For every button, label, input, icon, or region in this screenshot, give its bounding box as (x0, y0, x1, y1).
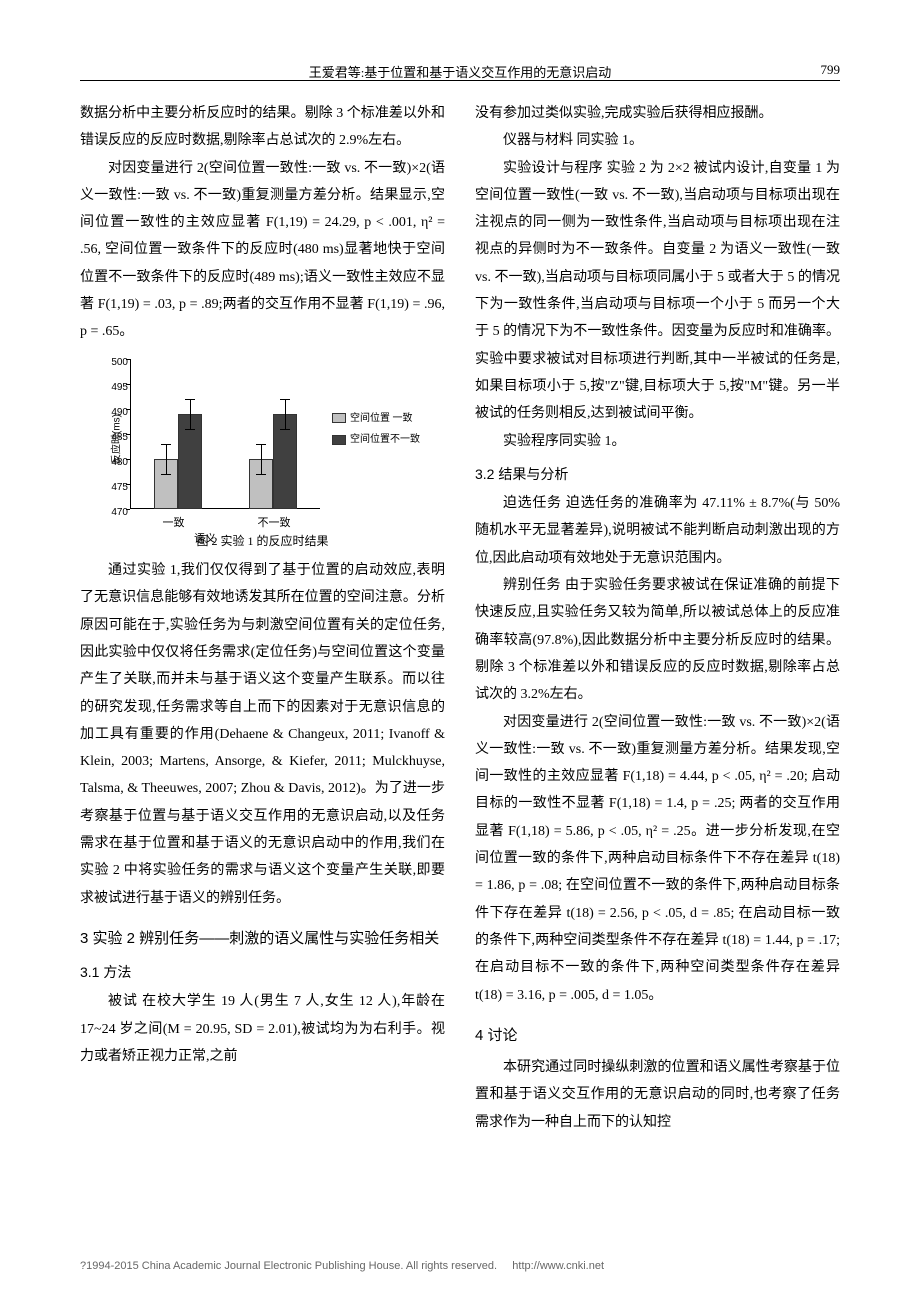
para: 实验设计与程序 实验 2 为 2×2 被试内设计,自变量 1 为空间位置一致性(… (475, 155, 840, 428)
footer-url: http://www.cnki.net (512, 1260, 604, 1272)
para: 迫选任务 迫选任务的准确率为 47.11% ± 8.7%(与 50%随机水平无显… (475, 490, 840, 572)
para: 仪器与材料 同实验 1。 (475, 127, 840, 154)
section-heading-4: 4 讨论 (475, 1021, 840, 1050)
para: 通过实验 1,我们仅仅得到了基于位置的启动效应,表明了无意识信息能够有效地诱发其… (80, 557, 445, 912)
footer: ?1994-2015 China Academic Journal Electr… (80, 1260, 840, 1272)
section-heading-3: 3 实验 2 辨别任务——刺激的语义属性与实验任务相关 (80, 924, 445, 953)
para: 没有参加过类似实验,完成实验后获得相应报酬。 (475, 100, 840, 127)
copyright-text: ?1994-2015 China Academic Journal Electr… (80, 1260, 497, 1272)
para: 被试 在校大学生 19 人(男生 7 人,女生 12 人),年龄在 17~24 … (80, 988, 445, 1070)
para: 数据分析中主要分析反应时的结果。剔除 3 个标准差以外和错误反应的反应时数据,剔… (80, 100, 445, 155)
subsection-heading-3-1: 3.1 方法 (80, 959, 445, 986)
left-column: 数据分析中主要分析反应时的结果。剔除 3 个标准差以外和错误反应的反应时数据,剔… (80, 100, 445, 1242)
para: 实验程序同实验 1。 (475, 428, 840, 455)
para: 对因变量进行 2(空间位置一致性:一致 vs. 不一致)×2(语义一致性:一致 … (475, 709, 840, 1009)
content-columns: 数据分析中主要分析反应时的结果。剔除 3 个标准差以外和错误反应的反应时数据,剔… (80, 100, 840, 1242)
running-header: 王爱君等:基于位置和基于语义交互作用的无意识启动 (0, 62, 920, 81)
para: 辨别任务 由于实验任务要求被试在保证准确的前提下快速反应,且实验任务又较为简单,… (475, 572, 840, 708)
subsection-heading-3-2: 3.2 结果与分析 (475, 461, 840, 488)
figure-2: 反应时(ms) 470475480485490495500一致不一致语义空间位置… (80, 354, 445, 553)
page-number: 799 (821, 62, 841, 78)
bar-chart: 反应时(ms) 470475480485490495500一致不一致语义空间位置… (90, 354, 410, 524)
para: 本研究通过同时操纵刺激的位置和语义属性考察基于位置和基于语义交互作用的无意识启动… (475, 1054, 840, 1136)
para: 对因变量进行 2(空间位置一致性:一致 vs. 不一致)×2(语义一致性:一致 … (80, 155, 445, 346)
right-column: 没有参加过类似实验,完成实验后获得相应报酬。 仪器与材料 同实验 1。 实验设计… (475, 100, 840, 1242)
